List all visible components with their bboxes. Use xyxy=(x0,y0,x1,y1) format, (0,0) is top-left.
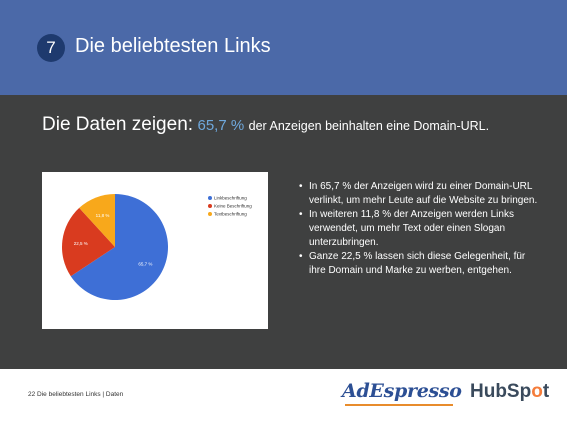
pie-data-label: 22,5 % xyxy=(74,241,88,246)
legend-swatch xyxy=(208,204,212,208)
page-title: Die beliebtesten Links xyxy=(75,35,271,57)
bullet-list: • In 65,7 % der Anzeigen wird zu einer Do… xyxy=(299,180,539,278)
footer-text: 22 Die beliebtesten Links | Daten xyxy=(28,391,124,398)
pie-slice-textbeschriftung xyxy=(79,194,115,247)
legend-swatch xyxy=(208,196,212,200)
slide-number-badge: 7 xyxy=(37,34,65,62)
bullet-item: • In weiteren 11,8 % der Anzeigen werden … xyxy=(299,209,514,248)
header-bar: 7 Die beliebtesten Links xyxy=(0,0,567,95)
adespresso-logo-underline xyxy=(345,404,453,406)
legend-label: Keine Beschriftung xyxy=(214,204,252,209)
hubspot-logo: HubSpot xyxy=(470,381,550,402)
pie-slice-keine-beschriftung xyxy=(62,207,115,277)
adespresso-logo: AdEspresso xyxy=(342,380,462,402)
legend-label: Textbeschriftung xyxy=(214,212,247,217)
bullet-item: • Ganze 22,5 % lassen sich diese Gelegenh… xyxy=(299,251,526,276)
lead-highlight: 65,7 % xyxy=(197,117,245,134)
pie-chart: 65,7 % 22,5 % 11,8 % Linkbeschriftung Keine … xyxy=(62,194,252,300)
lead-prefix: Die Daten zeigen: xyxy=(42,114,194,135)
pie-slice-linkbeschriftung xyxy=(70,194,168,300)
lead-suffix: der Anzeigen beinhalten eine Domain-URL. xyxy=(248,119,490,133)
pie-data-label: 11,8 % xyxy=(96,213,110,218)
content-area: Die Daten zeigen: 65,7 % der Anzeigen be… xyxy=(0,95,567,369)
pie-data-label: 65,7 % xyxy=(138,261,152,266)
legend-swatch xyxy=(208,212,212,216)
lead-sentence: Die Daten zeigen: 65,7 % der Anzeigen be… xyxy=(42,114,552,136)
legend-label: Linkbeschriftung xyxy=(214,196,247,201)
bullet-item: • In 65,7 % der Anzeigen wird zu einer Do… xyxy=(299,181,538,206)
chart-panel: 65,7 % 22,5 % 11,8 % Linkbeschriftung Keine … xyxy=(42,172,268,329)
